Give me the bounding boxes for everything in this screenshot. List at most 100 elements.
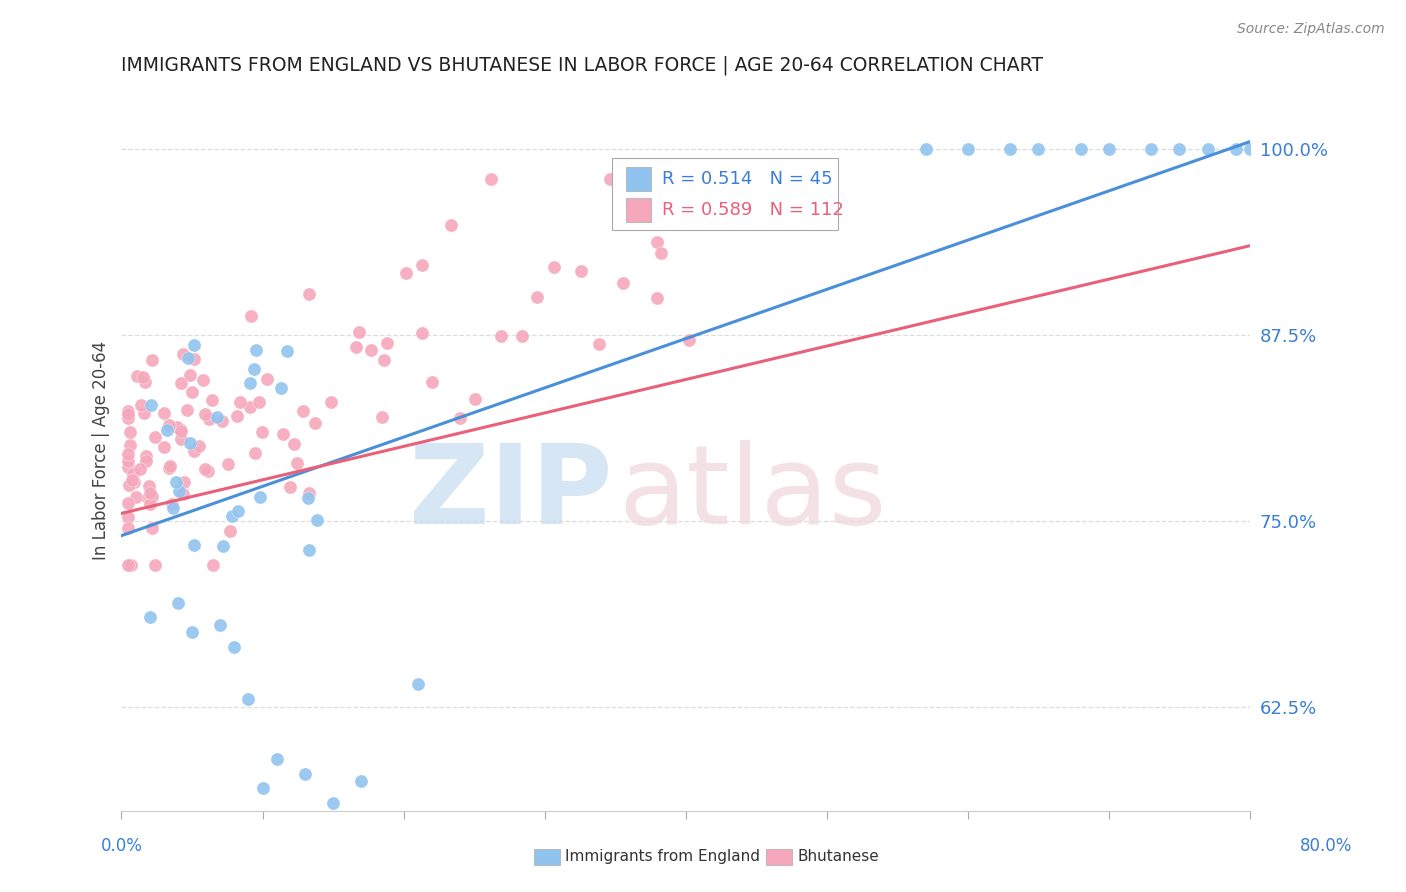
Text: Immigrants from England: Immigrants from England bbox=[565, 849, 761, 863]
Point bbox=[120, 558, 142, 573]
Point bbox=[117, 495, 139, 509]
Point bbox=[207, 410, 229, 425]
Point bbox=[298, 287, 321, 301]
Point bbox=[129, 398, 152, 412]
Point bbox=[170, 432, 193, 446]
Point bbox=[395, 266, 418, 280]
Point bbox=[411, 326, 433, 340]
Point bbox=[240, 310, 263, 324]
Point bbox=[273, 427, 295, 442]
Point bbox=[117, 447, 139, 461]
Point bbox=[998, 142, 1021, 156]
Point bbox=[375, 336, 398, 351]
Point bbox=[172, 487, 194, 501]
Point bbox=[141, 488, 163, 502]
Text: ZIP: ZIP bbox=[409, 440, 613, 547]
Point bbox=[191, 374, 214, 388]
Point bbox=[297, 491, 319, 505]
Point bbox=[252, 781, 274, 796]
Text: Bhutanese: Bhutanese bbox=[797, 849, 879, 863]
Bar bbox=[626, 168, 651, 191]
Point bbox=[169, 422, 191, 436]
Point bbox=[1098, 142, 1121, 156]
Point bbox=[1225, 142, 1247, 156]
Point bbox=[117, 408, 139, 422]
Point bbox=[371, 409, 394, 424]
Point bbox=[678, 333, 700, 347]
Point bbox=[188, 439, 211, 453]
Point bbox=[1140, 142, 1163, 156]
Point bbox=[117, 558, 139, 573]
Point bbox=[170, 376, 193, 391]
Point bbox=[243, 362, 266, 376]
Point bbox=[157, 417, 180, 432]
Point bbox=[226, 504, 249, 518]
Point bbox=[132, 406, 155, 420]
Point bbox=[121, 473, 143, 487]
Point bbox=[117, 453, 139, 467]
Point bbox=[344, 340, 367, 354]
Point bbox=[197, 464, 219, 478]
Point bbox=[648, 187, 671, 202]
Point bbox=[304, 416, 326, 430]
Point bbox=[118, 477, 141, 491]
Point bbox=[165, 475, 187, 490]
Point bbox=[266, 752, 288, 766]
Point bbox=[117, 509, 139, 524]
Point bbox=[198, 412, 221, 426]
Point bbox=[141, 398, 163, 412]
Point bbox=[285, 456, 308, 470]
Point bbox=[464, 392, 486, 406]
Point bbox=[1028, 142, 1050, 156]
Point bbox=[153, 440, 176, 454]
Point bbox=[218, 524, 240, 539]
Point bbox=[183, 443, 205, 458]
Point bbox=[599, 171, 621, 186]
Point bbox=[172, 347, 194, 361]
Point bbox=[650, 246, 672, 260]
Point bbox=[292, 404, 315, 418]
Point bbox=[120, 437, 142, 451]
Point bbox=[139, 486, 162, 500]
Point bbox=[297, 486, 319, 500]
Point bbox=[162, 498, 184, 512]
Point bbox=[157, 461, 180, 475]
Point bbox=[170, 424, 193, 438]
Point bbox=[169, 484, 191, 499]
Point bbox=[350, 774, 373, 789]
Point bbox=[491, 328, 513, 343]
Text: IMMIGRANTS FROM ENGLAND VS BHUTANESE IN LABOR FORCE | AGE 20-64 CORRELATION CHAR: IMMIGRANTS FROM ENGLAND VS BHUTANESE IN … bbox=[121, 55, 1043, 75]
Point bbox=[294, 766, 316, 780]
Point bbox=[1168, 142, 1191, 156]
Point bbox=[569, 263, 592, 277]
Point bbox=[138, 610, 160, 624]
Point bbox=[373, 353, 395, 368]
Text: atlas: atlas bbox=[619, 440, 887, 547]
Text: Source: ZipAtlas.com: Source: ZipAtlas.com bbox=[1237, 22, 1385, 37]
Point bbox=[143, 558, 166, 573]
Point bbox=[349, 326, 371, 340]
Point bbox=[177, 351, 200, 366]
Point bbox=[543, 260, 565, 275]
Point bbox=[135, 449, 157, 463]
Point bbox=[276, 343, 298, 358]
Point bbox=[141, 353, 163, 368]
Point bbox=[449, 410, 471, 425]
Text: 0.0%: 0.0% bbox=[101, 837, 143, 855]
Point bbox=[479, 171, 502, 186]
Point bbox=[283, 437, 305, 451]
Point bbox=[612, 276, 634, 290]
Point bbox=[225, 409, 247, 424]
Point bbox=[201, 392, 224, 407]
Point bbox=[243, 445, 266, 459]
Text: R = 0.514   N = 45: R = 0.514 N = 45 bbox=[662, 170, 832, 188]
Point bbox=[117, 404, 139, 418]
Point bbox=[256, 372, 278, 386]
FancyBboxPatch shape bbox=[613, 158, 838, 230]
Point bbox=[238, 692, 260, 706]
Point bbox=[141, 521, 163, 535]
Point bbox=[132, 369, 155, 384]
Point bbox=[139, 497, 162, 511]
Point bbox=[143, 429, 166, 443]
Point bbox=[162, 500, 184, 515]
